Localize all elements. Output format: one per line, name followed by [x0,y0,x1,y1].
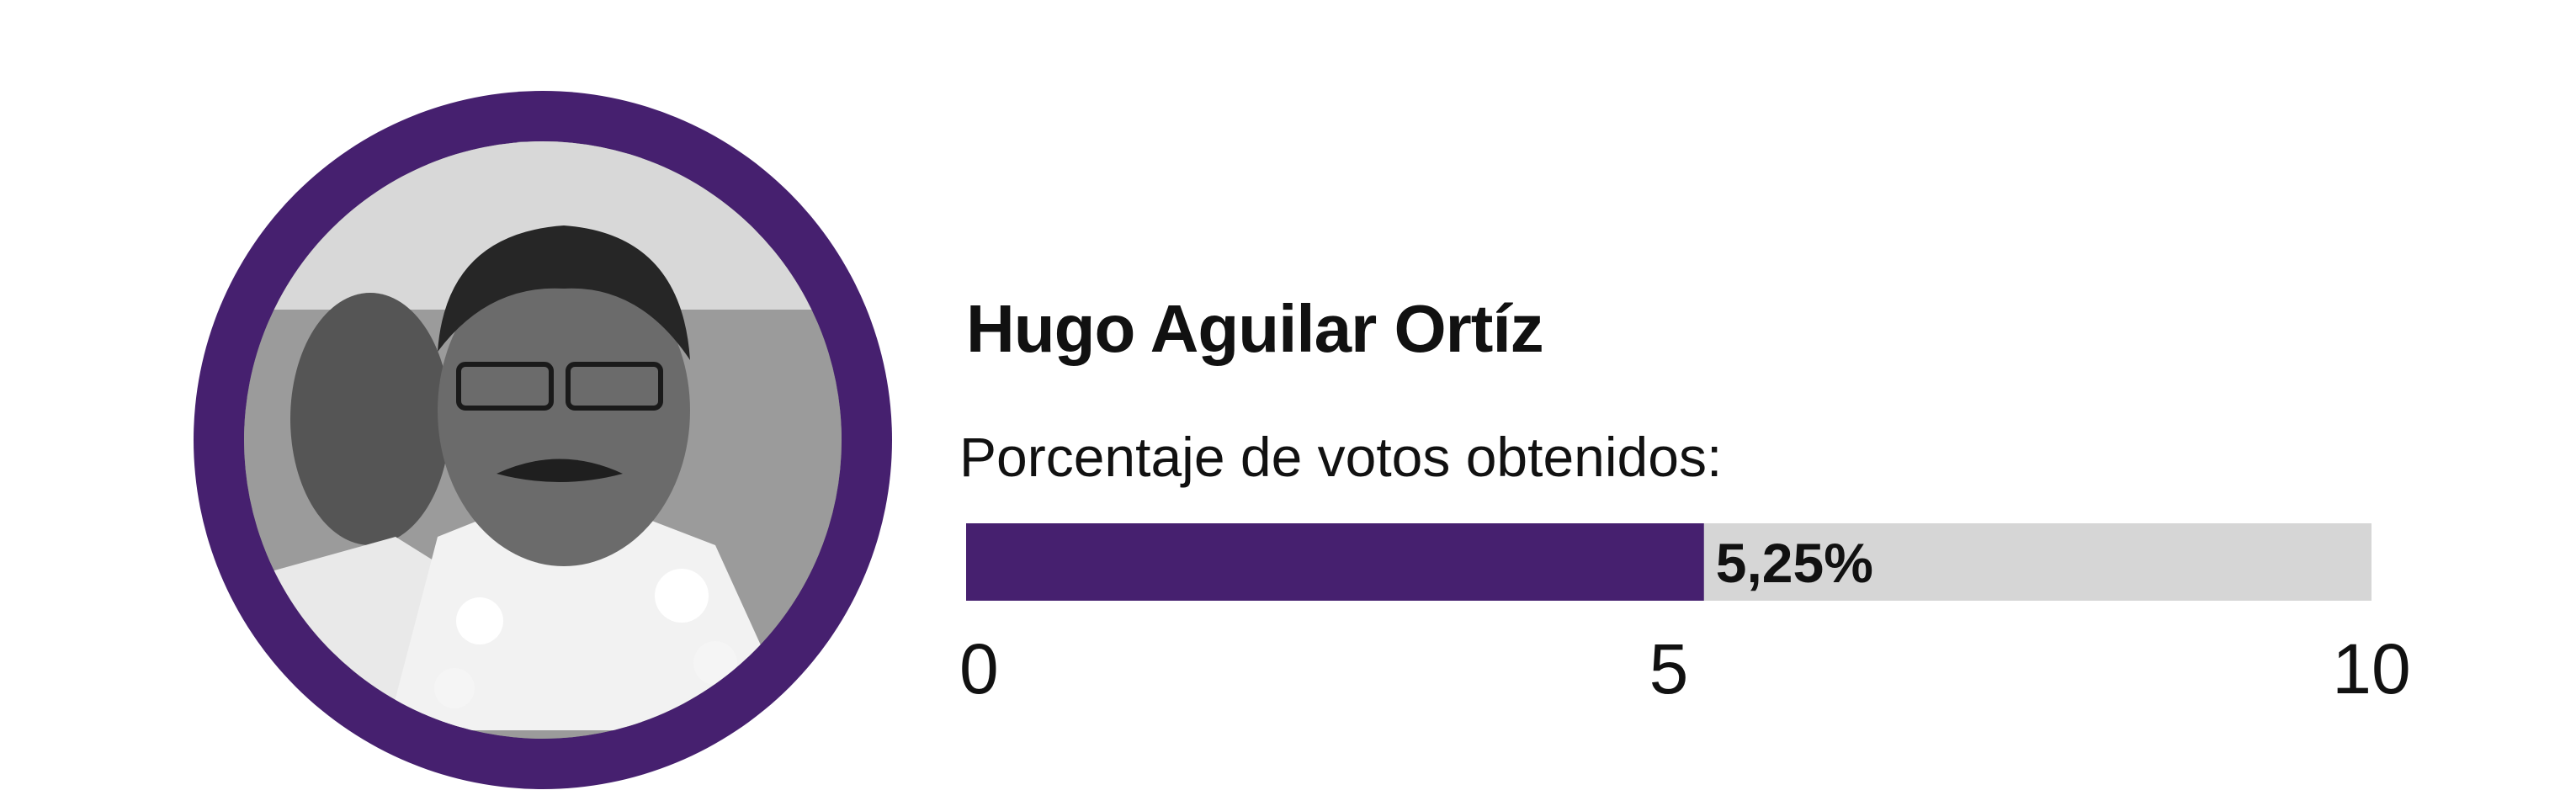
chart-subtitle: Porcentaje de votos obtenidos: [959,426,1723,488]
x-tick-label: 10 [2332,629,2410,708]
x-tick-label: 5 [1649,629,1689,708]
vote-bar-chart: 5,25% 0 5 10 [959,523,2411,708]
vote-percentage-chart: 5,25% 0 5 10 [926,505,2525,708]
candidate-portrait-photo-icon [244,141,842,739]
candidate-name: Hugo Aguilar Ortíz [966,291,1544,366]
bar-value-label: 5,25% [1716,532,1873,594]
candidate-photo [244,141,842,739]
candidate-photo-ring [194,91,892,789]
bar-value [966,523,1704,601]
x-tick-label: 0 [959,629,999,708]
